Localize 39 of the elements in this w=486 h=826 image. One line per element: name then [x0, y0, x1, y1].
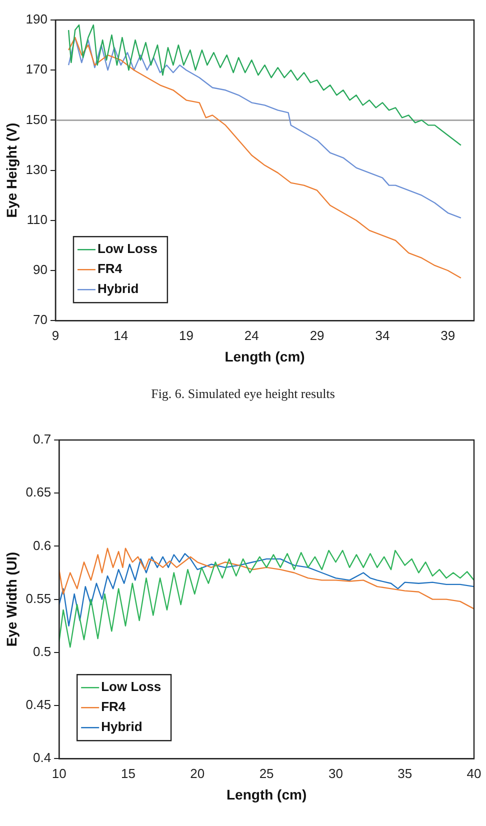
x-tick-label: 9 — [52, 328, 60, 343]
legend-label: Low Loss — [101, 679, 162, 694]
x-tick-label: 14 — [114, 328, 128, 343]
y-tick-label: 190 — [26, 12, 48, 27]
y-tick-label: 0.6 — [33, 538, 52, 553]
y-tick-label: 70 — [33, 312, 48, 328]
y-axis-title: Eye Width (UI) — [3, 552, 20, 647]
x-tick-label: 29 — [310, 328, 324, 343]
x-tick-label: 34 — [375, 328, 390, 343]
x-tick-label: 35 — [398, 766, 412, 781]
y-tick-label: 110 — [26, 212, 48, 227]
x-tick-label: 39 — [440, 328, 456, 343]
x-tick-label: 15 — [121, 766, 136, 781]
legend-label: Hybrid — [101, 719, 142, 734]
caption: Fig. 6. Simulated eye height results — [150, 385, 336, 403]
legend-label: FR4 — [101, 699, 126, 714]
x-tick-label: 20 — [190, 766, 205, 781]
x-tick-label: 40 — [466, 766, 482, 781]
x-tick-label: 25 — [259, 766, 274, 781]
x-tick-label: 24 — [244, 328, 259, 343]
y-tick-label: 0.4 — [33, 750, 52, 766]
y-tick-label: 0.55 — [26, 590, 52, 606]
y-tick-label: 170 — [26, 62, 48, 77]
x-axis-title: Length (cm) — [224, 348, 305, 364]
x-tick-label: 30 — [328, 766, 343, 781]
legend-label: Low Loss — [97, 241, 158, 256]
y-tick-label: 130 — [26, 162, 48, 177]
x-tick-label: 19 — [179, 328, 194, 343]
y-axis-title: Eye Height (V) — [3, 122, 20, 218]
y-tick-label: 150 — [26, 112, 48, 127]
y-tick-label: 0.65 — [26, 484, 52, 500]
x-tick-label: 10 — [52, 766, 66, 781]
legend-label: FR4 — [97, 261, 123, 276]
y-tick-label: 90 — [33, 262, 48, 278]
y-tick-label: 0.5 — [33, 644, 52, 659]
legend-label: Hybrid — [97, 281, 139, 296]
y-tick-label: 0.7 — [33, 432, 52, 447]
x-axis-title: Length (cm) — [226, 786, 307, 802]
y-tick-label: 0.45 — [26, 697, 52, 712]
